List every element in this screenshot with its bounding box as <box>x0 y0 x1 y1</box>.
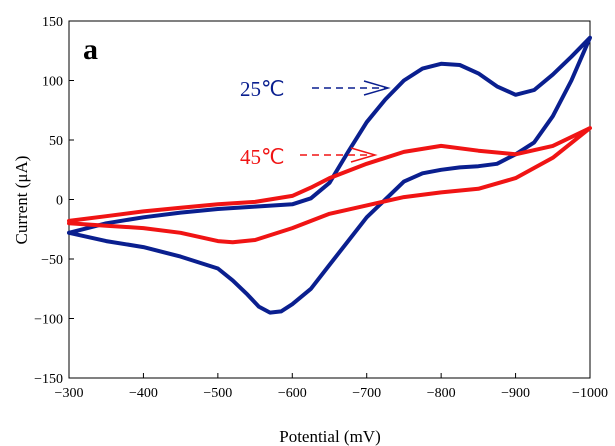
x-tick-label: −800 <box>427 386 456 401</box>
x-tick-label: −600 <box>278 386 307 401</box>
y-tick-label: 50 <box>49 134 63 149</box>
annotation-arrowhead-25c <box>363 80 391 96</box>
y-tick-label: 0 <box>56 194 63 209</box>
x-axis: −300 −400 −500 −600 −700 −800 −900 −1000 <box>55 373 608 401</box>
panel-label: a <box>83 33 98 66</box>
y-tick-label: 100 <box>42 75 63 90</box>
x-tick-label: −700 <box>352 386 381 401</box>
x-tick-label: −300 <box>55 386 84 401</box>
y-tick-label: 150 <box>42 15 63 30</box>
x-tick-label: −900 <box>501 386 530 401</box>
y-axis: 150 100 50 0 −50 −100 −150 <box>34 15 74 387</box>
series-layer <box>67 35 592 315</box>
series-line-25c <box>67 35 592 315</box>
y-tick-label: −100 <box>34 313 63 328</box>
annotation-label-45c: 45℃ <box>240 145 285 169</box>
y-axis-title: Current (μA) <box>12 156 31 245</box>
plot-area <box>68 20 591 379</box>
annotation-label-25c: 25℃ <box>240 77 285 101</box>
y-tick-label: −50 <box>41 253 63 268</box>
x-axis-title: Potential (mV) <box>279 427 381 446</box>
annotation-arrowhead-45c <box>350 147 378 163</box>
x-tick-label: −500 <box>203 386 232 401</box>
series-line-45c <box>67 126 592 245</box>
x-tick-label: −400 <box>129 386 158 401</box>
y-tick-label: −150 <box>34 372 63 387</box>
x-tick-label: −1000 <box>572 386 608 401</box>
annotation-layer: 25℃ 45℃ <box>240 77 391 169</box>
